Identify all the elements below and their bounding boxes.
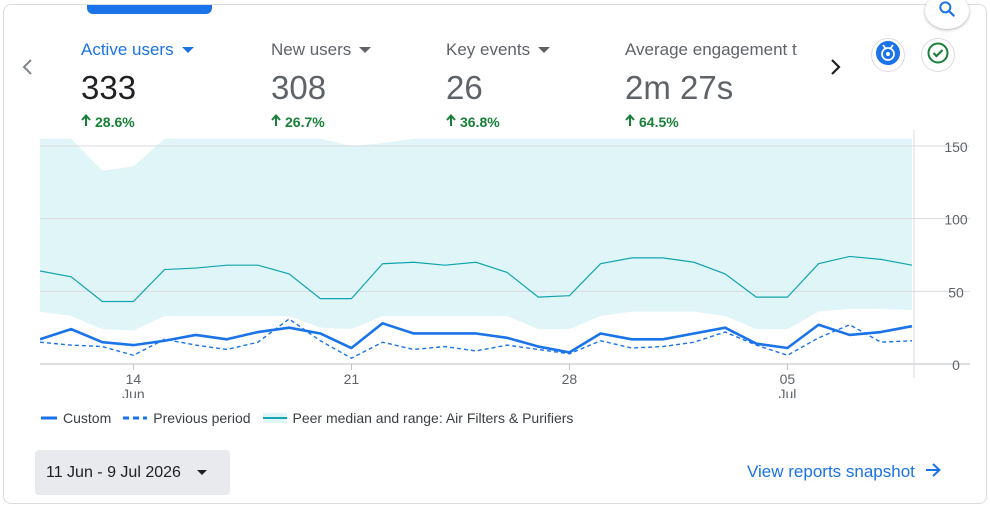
metric-tab-new-users[interactable]: New users 308 26.7% bbox=[271, 39, 372, 130]
insights-button[interactable] bbox=[871, 38, 905, 72]
y-tick-label: 100 bbox=[944, 212, 968, 228]
metric-title[interactable]: New users bbox=[271, 39, 372, 61]
metric-value: 2m 27s bbox=[625, 69, 734, 106]
x-tick-label: 28 bbox=[562, 371, 578, 387]
metric-tab-active-users[interactable]: Active users 333 28.6% bbox=[81, 39, 194, 130]
metric-title[interactable]: Active users bbox=[81, 39, 194, 61]
view-reports-snapshot-link[interactable]: View reports snapshot bbox=[747, 462, 941, 482]
check-circle-icon bbox=[927, 42, 949, 69]
x-tick-label: 05 bbox=[780, 371, 796, 387]
selected-tab-indicator bbox=[87, 5, 212, 14]
metric-change: 26.7% bbox=[271, 113, 371, 130]
metric-change: 28.6% bbox=[81, 113, 194, 130]
y-tick-label: 0 bbox=[952, 357, 960, 373]
x-tick-month-label: Jun bbox=[122, 386, 145, 398]
legend-custom: Custom bbox=[41, 410, 111, 426]
legend-swatch-peer bbox=[262, 413, 287, 423]
legend-swatch-solid bbox=[41, 416, 57, 420]
caret-down-icon bbox=[359, 47, 372, 53]
x-tick-label: 14 bbox=[126, 371, 142, 387]
next-metrics-button[interactable] bbox=[823, 57, 847, 81]
trend-chart: 0 50 100 150 14 Jun 21 28 05 Jul bbox=[39, 128, 970, 402]
peer-median-line bbox=[39, 255, 913, 303]
caret-down-icon bbox=[538, 47, 551, 53]
previous-period-line bbox=[39, 318, 913, 359]
search-button[interactable] bbox=[925, 0, 969, 29]
chart-legend: Custom Previous period Peer median and r… bbox=[41, 410, 585, 426]
metric-tab-average-engagement[interactable]: Average engagement t 2m 27s 64.5% bbox=[625, 39, 811, 130]
metric-title[interactable]: Average engagement t bbox=[625, 40, 797, 59]
metric-value: 308 bbox=[271, 69, 327, 106]
arrow-up-icon bbox=[81, 113, 91, 130]
y-tick-label: 150 bbox=[944, 139, 968, 155]
custom-line bbox=[39, 322, 913, 354]
arrow-up-icon bbox=[625, 113, 635, 130]
chevron-right-icon bbox=[828, 58, 842, 81]
x-tick-label: 21 bbox=[344, 371, 360, 387]
arrow-up-icon bbox=[271, 113, 281, 130]
x-tick-month-label: Jul bbox=[778, 386, 796, 398]
insights-badge-icon bbox=[875, 40, 901, 71]
date-range-picker[interactable]: 11 Jun - 9 Jul 2026 bbox=[35, 450, 230, 495]
previous-metrics-button[interactable] bbox=[16, 57, 40, 81]
metric-title[interactable]: Key events bbox=[446, 39, 551, 61]
arrow-up-icon bbox=[446, 113, 456, 130]
caret-down-icon bbox=[181, 47, 194, 53]
metric-change: 36.8% bbox=[446, 113, 550, 130]
y-tick-label: 50 bbox=[948, 284, 964, 300]
legend-peer: Peer median and range: Air Filters & Pur… bbox=[262, 410, 573, 426]
peer-range-band bbox=[40, 138, 912, 331]
search-icon bbox=[937, 0, 957, 24]
metric-change: 64.5% bbox=[625, 113, 811, 130]
caret-down-icon bbox=[196, 470, 207, 475]
legend-swatch-dashed bbox=[123, 416, 148, 420]
metric-tab-key-events[interactable]: Key events 26 36.8% bbox=[446, 39, 551, 130]
arrow-right-icon bbox=[925, 462, 941, 482]
legend-previous-period: Previous period bbox=[123, 410, 251, 426]
metric-value: 333 bbox=[81, 69, 137, 106]
metric-value: 26 bbox=[446, 69, 483, 106]
status-button[interactable] bbox=[921, 38, 955, 72]
chevron-left-icon bbox=[21, 58, 35, 81]
